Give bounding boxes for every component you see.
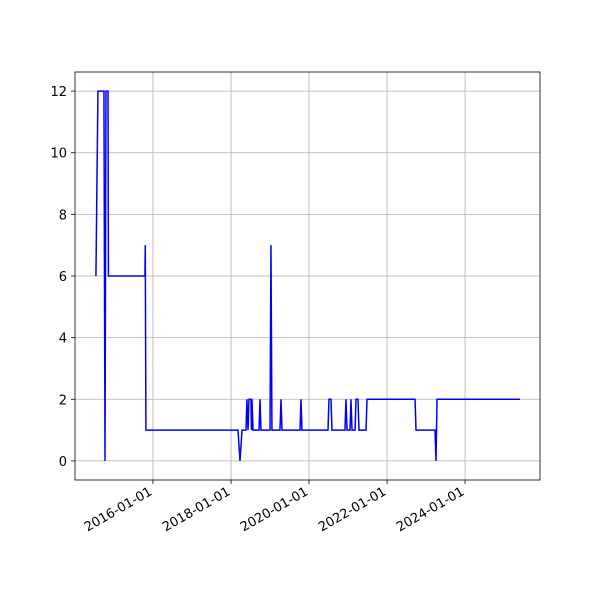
y-tick-label: 6 <box>59 270 67 285</box>
data-line <box>95 90 521 461</box>
y-tick-label: 4 <box>59 332 67 347</box>
y-tick-label: 2 <box>59 393 67 408</box>
y-tick-label: 10 <box>50 147 67 162</box>
y-tick-label: 12 <box>50 85 67 100</box>
y-tick-label: 0 <box>59 455 67 470</box>
y-tick-label: 8 <box>59 208 67 223</box>
axes-frame <box>74 71 541 481</box>
